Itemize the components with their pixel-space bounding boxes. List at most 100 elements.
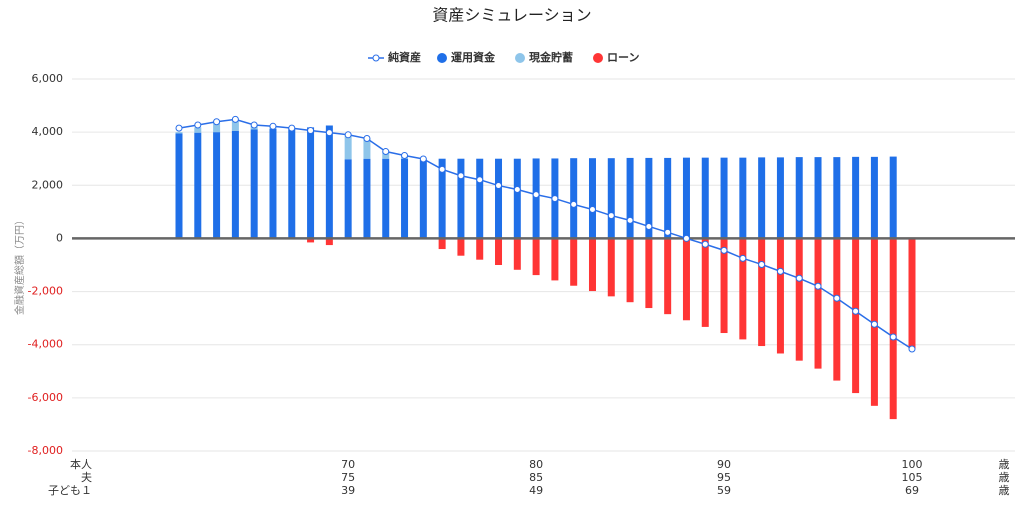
bar [495,158,503,239]
bar [213,122,221,133]
bar [664,238,672,315]
bar [739,238,747,340]
bar [570,238,578,286]
bar [307,127,315,239]
point [814,282,822,290]
bar [325,238,333,246]
bar [231,130,239,239]
x-tick-label: 49 [529,484,543,497]
point [739,254,747,262]
point [889,333,897,341]
bar [701,238,709,327]
bar [645,157,653,239]
point [438,165,446,173]
bar [457,238,465,256]
unit-label: 歳 [999,484,1010,497]
row-name: 本人 [70,457,92,471]
y-tick-label: 0 [56,231,63,244]
x-tick-label: 90 [717,458,731,471]
bar [720,157,728,239]
bar [588,238,596,292]
unit-label: 歳 [999,458,1010,471]
bar [476,238,484,260]
point [626,216,634,224]
point [325,129,333,137]
bar [363,158,371,239]
x-tick-label: 80 [529,458,543,471]
bar [889,238,897,420]
y-axis-label: 金融資産総額（万円） [13,215,26,315]
x-tick-label: 69 [905,484,919,497]
bar [513,158,521,239]
chart-title: 資産シミュレーション [432,6,591,25]
point [645,222,653,230]
legend-label: 純資産 [388,50,421,64]
bar [532,158,540,239]
bar [645,238,653,309]
bar [476,158,484,239]
point [250,121,258,129]
bar [626,157,634,239]
bar [382,152,390,159]
bar [795,238,803,361]
bar [701,157,709,239]
x-tick-label: 75 [341,471,355,484]
bar [551,238,559,281]
point [551,195,559,203]
bar [307,238,315,243]
bar [833,157,841,239]
point [570,200,578,208]
x-tick-label: 59 [717,484,731,497]
point [682,234,690,242]
bar [438,238,446,250]
legend-label: ローン [607,51,639,64]
y-tick-label: 4,000 [32,125,64,138]
bar [457,158,465,239]
point [269,122,277,130]
bar [814,157,822,239]
legend-marker [437,53,447,63]
bar [852,156,860,239]
point [532,191,540,199]
legend-label: 運用資金 [451,50,496,64]
legend-marker [372,54,380,62]
point [476,176,484,184]
y-tick-label: -2,000 [28,285,63,298]
bar [438,158,446,239]
line [178,118,913,350]
bar [570,158,578,239]
x-tick-label: 70 [341,458,355,471]
point [175,124,183,132]
y-tick-label: -8,000 [28,444,63,457]
bar [194,127,202,133]
bar [419,160,427,239]
point [870,320,878,328]
bar [325,125,333,239]
x-tick-label: 100 [902,458,923,471]
bar [532,238,540,276]
bar [870,156,878,239]
legend-marker [515,53,525,63]
point [776,267,784,275]
point [664,228,672,236]
bar [776,157,784,239]
point [588,205,596,213]
x-tick-label: 95 [717,471,731,484]
bar [664,157,672,239]
bar [363,138,371,159]
bar [889,156,897,239]
bar [852,238,860,394]
bar [288,128,296,239]
point [382,148,390,156]
bar [175,132,183,134]
bar [401,158,409,239]
point [363,135,371,143]
bar [250,129,258,239]
point [213,118,221,126]
unit-label: 歳 [999,471,1010,484]
bar [814,238,822,369]
row-name: 子ども１ [48,484,92,497]
bar [739,157,747,239]
point [194,121,202,129]
